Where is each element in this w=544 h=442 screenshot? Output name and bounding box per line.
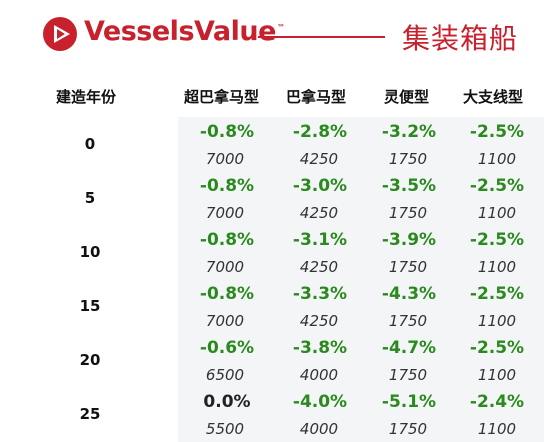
table-body [178, 117, 544, 442]
cell-percent-change: -3.8% [292, 338, 348, 358]
cell-percent-change: -2.4% [469, 392, 525, 412]
row-age-label: 0 [84, 135, 96, 153]
cell-percent-change: -0.8% [199, 230, 255, 250]
cell-percent-change: -2.5% [469, 176, 525, 196]
column-header-super-panamax: 超巴拿马型 [184, 88, 260, 106]
cell-percent-change: -3.2% [381, 122, 437, 142]
header: VesselsValue™ 集装箱船 [0, 0, 544, 68]
row-age-label: 10 [79, 243, 101, 261]
row-age-label: 25 [79, 405, 101, 423]
cell-value: 4000 [299, 366, 339, 384]
cell-value: 1100 [477, 150, 517, 168]
cell-value: 4250 [299, 204, 339, 222]
cell-percent-change: -3.9% [381, 230, 437, 250]
brand-name: VesselsValue™ [84, 16, 285, 47]
cell-percent-change: -0.8% [199, 284, 255, 304]
row-age-label: 15 [79, 297, 101, 315]
cell-value: 1100 [477, 258, 517, 276]
cell-value: 1750 [388, 204, 428, 222]
cell-percent-change: -2.5% [469, 230, 525, 250]
cell-percent-change: -2.8% [292, 122, 348, 142]
cell-percent-change: -4.0% [292, 392, 348, 412]
cell-percent-change: -0.8% [199, 176, 255, 196]
cell-percent-change: -3.1% [292, 230, 348, 250]
cell-percent-change: -2.5% [469, 122, 525, 142]
cell-percent-change: 0.0% [203, 392, 251, 412]
cell-value: 1100 [477, 420, 517, 438]
vesselsvalue-logo-icon [43, 17, 77, 51]
cell-value: 4250 [299, 258, 339, 276]
row-age-label: 20 [79, 351, 101, 369]
cell-value: 4250 [299, 312, 339, 330]
cell-value: 1750 [388, 150, 428, 168]
cell-value: 1100 [477, 204, 517, 222]
row-age-label: 5 [84, 189, 96, 207]
cell-value: 4250 [299, 150, 339, 168]
cell-value: 1750 [388, 366, 428, 384]
cell-percent-change: -0.6% [199, 338, 255, 358]
cell-value: 7000 [205, 204, 245, 222]
cell-percent-change: -4.3% [381, 284, 437, 304]
cell-percent-change: -4.7% [381, 338, 437, 358]
cell-value: 1100 [477, 312, 517, 330]
cell-percent-change: -5.1% [381, 392, 437, 412]
cell-percent-change: -2.5% [469, 284, 525, 304]
cell-percent-change: -0.8% [199, 122, 255, 142]
cell-value: 7000 [205, 150, 245, 168]
column-header-age: 建造年份 [56, 88, 117, 106]
column-header-handysize: 大支线型 [463, 88, 524, 106]
cell-value: 1750 [388, 258, 428, 276]
cell-percent-change: -3.5% [381, 176, 437, 196]
cell-value: 1750 [388, 312, 428, 330]
category-title: 集装箱船 [402, 22, 519, 55]
cell-percent-change: -3.3% [292, 284, 348, 304]
cell-value: 4000 [299, 420, 339, 438]
cell-value: 6500 [205, 366, 245, 384]
column-header-feeder: 灵便型 [384, 88, 430, 106]
cell-value: 5500 [205, 420, 245, 438]
column-header-panamax: 巴拿马型 [286, 88, 347, 106]
cell-value: 7000 [205, 258, 245, 276]
cell-value: 1750 [388, 420, 428, 438]
cell-percent-change: -2.5% [469, 338, 525, 358]
cell-percent-change: -3.0% [292, 176, 348, 196]
cell-value: 1100 [477, 366, 517, 384]
header-divider [258, 36, 385, 38]
cell-value: 7000 [205, 312, 245, 330]
